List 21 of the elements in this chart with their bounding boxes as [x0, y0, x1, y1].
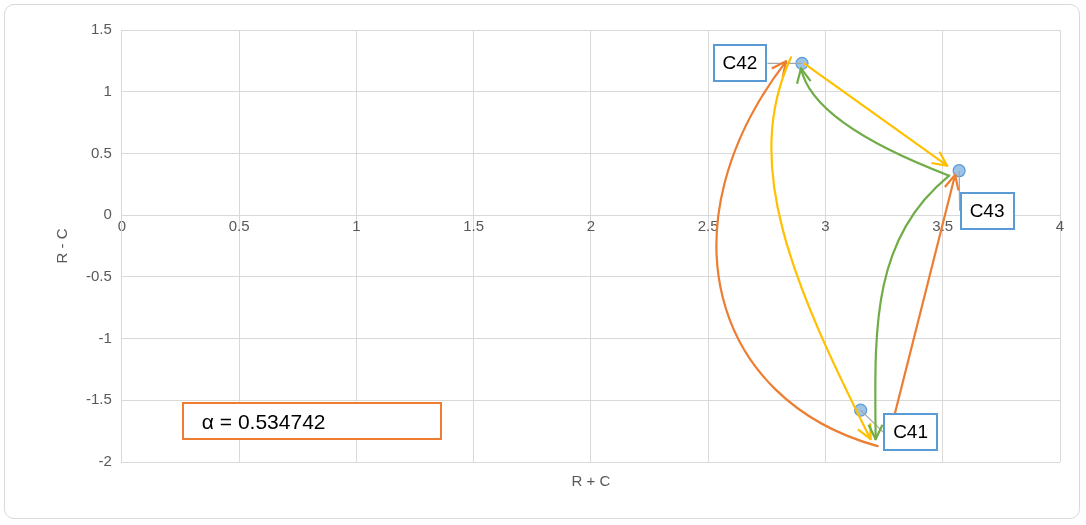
- x-tick-label: 1: [352, 217, 361, 235]
- annotation: C41: [883, 413, 938, 452]
- point: [952, 164, 966, 178]
- x-tick-label: 0.5: [228, 217, 250, 235]
- x-axis-title: R + C: [571, 472, 611, 489]
- y-tick-label: -2: [98, 452, 112, 470]
- y-tick-label: 1: [103, 81, 112, 99]
- y-tick-label: 0: [103, 205, 112, 223]
- x-tick-label: 3: [821, 217, 830, 235]
- annotation: C43: [959, 191, 1015, 230]
- y-tick-label: -1: [98, 328, 112, 346]
- text-box: α = 0.534742: [181, 402, 442, 440]
- y-tick-label: 1.5: [90, 20, 112, 38]
- annotation: C42: [712, 44, 768, 83]
- x-tick-label: 1.5: [463, 217, 485, 235]
- y-tick-label: 0.5: [90, 143, 112, 161]
- x-tick-label: 2: [586, 217, 596, 235]
- x-tick-label: 4: [1055, 217, 1065, 235]
- y-tick-label: -0.5: [85, 267, 112, 284]
- y-axis-title: R - C: [53, 228, 71, 264]
- y-tick-label: -1.5: [85, 390, 112, 408]
